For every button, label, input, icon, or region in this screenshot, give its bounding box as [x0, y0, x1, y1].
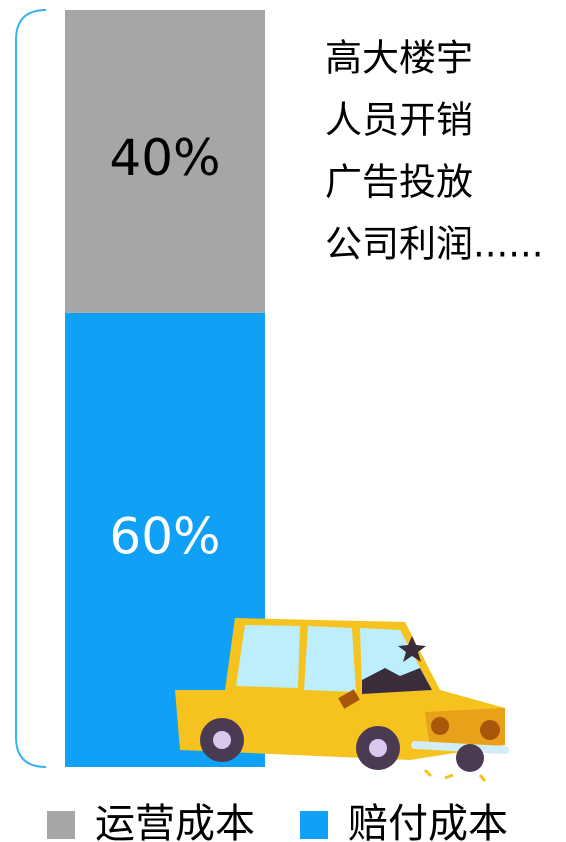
annotation-line: 广告投放 — [325, 161, 473, 204]
legend-label: 运营成本 — [95, 801, 255, 842]
legend-swatch — [300, 811, 328, 839]
annotation-line: 高大楼宇 — [325, 37, 473, 80]
legend: 运营成本 赔付成本 — [47, 801, 508, 842]
annotation-line: 人员开销 — [325, 99, 473, 142]
bracket — [15, 9, 47, 768]
legend-swatch — [47, 811, 75, 839]
legend-label: 赔付成本 — [348, 801, 508, 842]
annotation-line: 公司利润...... — [325, 223, 544, 266]
annotation: 高大楼宇人员开销广告投放公司利润...... — [325, 37, 544, 266]
car-illustration — [175, 618, 509, 782]
bar-segment — [65, 10, 265, 313]
bars: 60% 40% — [65, 10, 265, 767]
value-label: 40% — [109, 129, 220, 187]
value-label: 60% — [109, 507, 220, 565]
